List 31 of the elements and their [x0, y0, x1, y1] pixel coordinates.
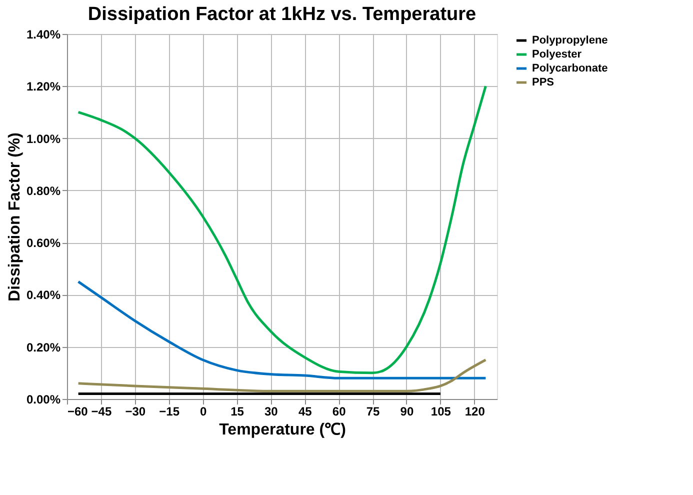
y-tick-label: 0.80% [26, 184, 61, 198]
x-tick-label: 90 [400, 404, 414, 418]
x-tick-label: −60 [68, 404, 88, 418]
x-tick-label: 30 [264, 404, 278, 418]
x-tick-label: 0 [200, 404, 207, 418]
y-axis-title: Dissipation Factor (%) [6, 132, 24, 302]
x-tick-label: 15 [230, 404, 244, 418]
x-tick-label: −30 [125, 404, 146, 418]
line-series [77, 84, 487, 374]
line-series [77, 358, 487, 392]
chart-title: Dissipation Factor at 1kHz vs. Temperature [88, 4, 476, 25]
legend-label: Polypropylene [532, 34, 608, 46]
x-tick-label: 75 [366, 404, 380, 418]
x-tick-label: 60 [332, 404, 346, 418]
x-tick-label: 45 [298, 404, 312, 418]
legend-label: Polyester [532, 48, 582, 60]
x-tick-label: 120 [464, 404, 486, 418]
x-tick-label: −15 [159, 404, 180, 418]
legend-label: Polycarbonate [532, 62, 608, 74]
line-series [77, 280, 487, 380]
y-tick-label: 1.40% [26, 28, 61, 42]
legend-label: PPS [532, 76, 554, 88]
y-tick-label: 1.20% [26, 80, 61, 94]
x-axis-title: Temperature (℃) [219, 422, 346, 438]
y-tick-label: 0.40% [26, 288, 61, 302]
x-tick-label: −45 [91, 404, 112, 418]
y-tick-label: 0.00% [26, 392, 61, 406]
x-tick-label: 105 [430, 404, 452, 418]
y-tick-label: 0.60% [26, 236, 61, 250]
y-tick-label: 0.20% [26, 340, 61, 354]
y-tick-label: 1.00% [26, 132, 61, 146]
